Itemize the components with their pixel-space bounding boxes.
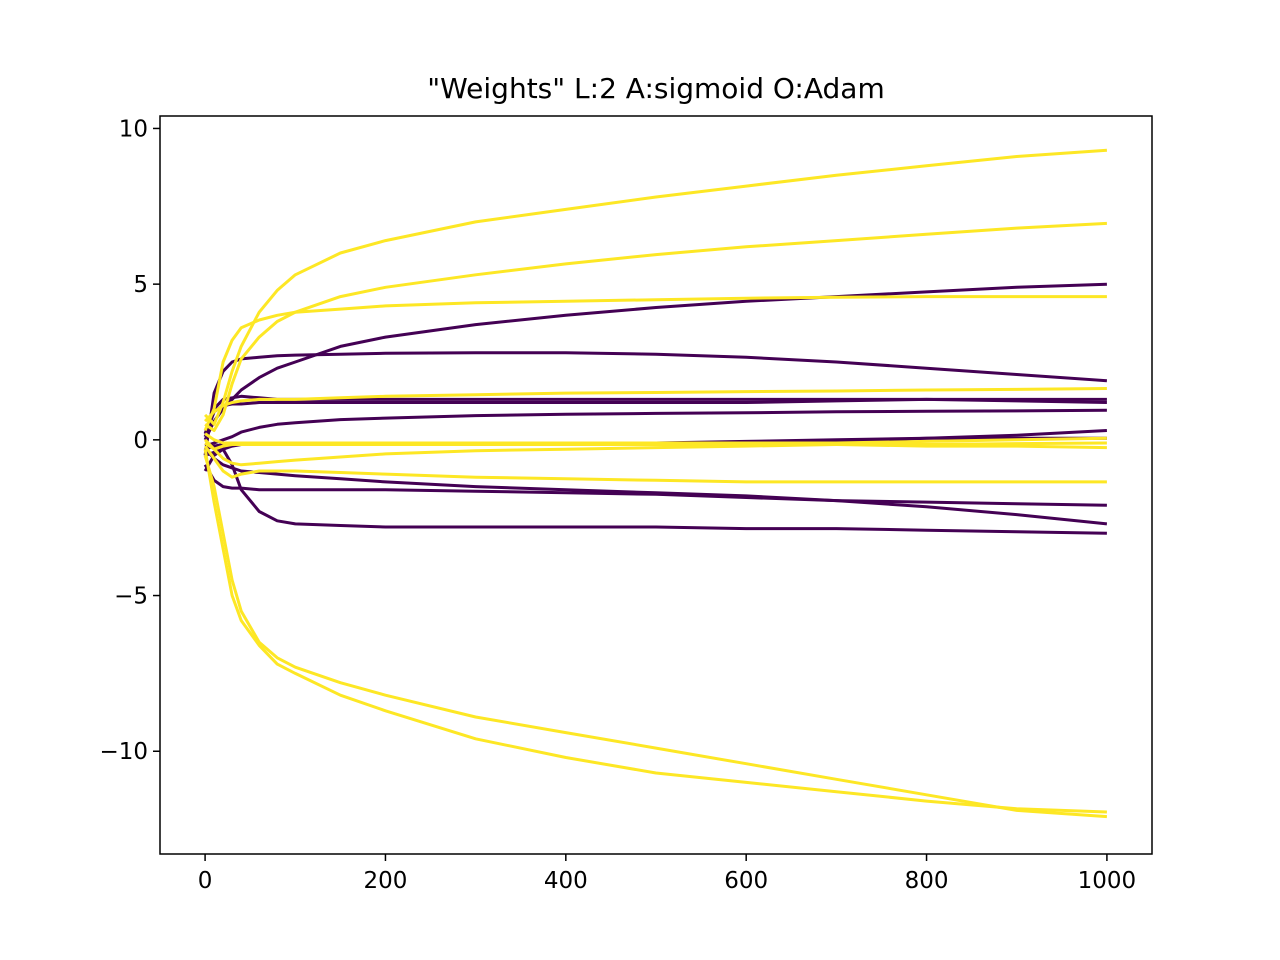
series-line-17	[204, 438, 1107, 467]
plot-frame	[159, 115, 1153, 855]
series-layer	[203, 148, 1108, 819]
x-tick-label: 400	[544, 868, 588, 894]
series-line-13	[203, 295, 1107, 432]
x-tick-label: 600	[724, 868, 768, 894]
y-tick-label: −5	[114, 584, 148, 610]
y-tick-label: 5	[133, 272, 148, 298]
x-tick-label: 1000	[1078, 868, 1137, 894]
series-line-1	[203, 351, 1108, 456]
x-tick-label: 200	[364, 868, 408, 894]
series-line-12	[204, 221, 1107, 432]
chart-title: "Weights" L:2 A:sigmoid O:Adam	[427, 72, 885, 105]
axes-layer: 0 200 400 600 800 1000 10 5 0 −5 −10	[99, 115, 1153, 894]
y-tick-label: 0	[133, 428, 148, 454]
series-line-19	[203, 454, 1108, 819]
x-tick-label: 0	[198, 868, 213, 894]
y-tick-label: 10	[119, 116, 148, 142]
series-line-20	[203, 448, 1107, 814]
series-line-5	[204, 408, 1107, 448]
x-tick-label: 800	[905, 868, 949, 894]
series-line-18	[203, 445, 1107, 484]
series-line-11	[204, 148, 1108, 426]
y-tick-label: −10	[99, 739, 148, 765]
series-line-9	[203, 464, 1107, 507]
series-line-14	[204, 387, 1107, 423]
